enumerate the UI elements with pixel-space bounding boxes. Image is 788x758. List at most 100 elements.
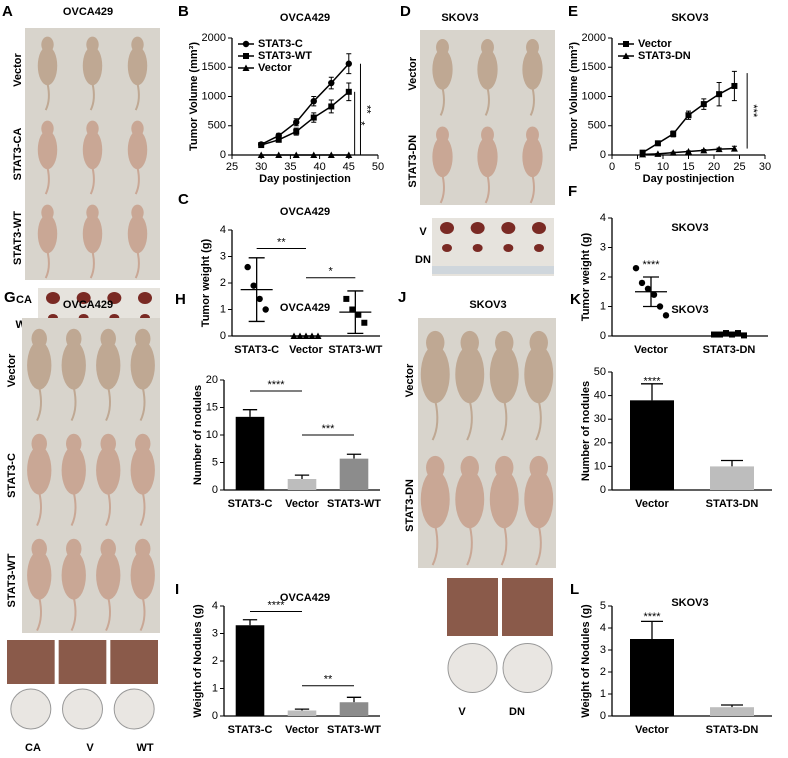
y-tick-label: 50 — [594, 366, 606, 378]
x-axis-label: Day postinjection — [643, 173, 735, 185]
mouse-body — [37, 130, 58, 170]
x-tick-label: STAT3-WT — [327, 724, 381, 736]
mouse-head — [526, 126, 539, 144]
panel-title: OVCA429 — [63, 6, 113, 18]
dish-photo — [10, 688, 52, 730]
x-tick-label: STAT3-WT — [328, 344, 382, 356]
mouse-tail — [139, 597, 146, 631]
mouse-head — [41, 36, 54, 53]
tumor — [532, 222, 546, 234]
significance-label: * — [329, 266, 334, 278]
panel-letter: C — [178, 191, 189, 208]
marker — [623, 41, 629, 47]
mouse-tail — [500, 525, 508, 566]
marker — [735, 330, 741, 337]
bar — [235, 625, 265, 716]
x-tick-label: 30 — [255, 161, 267, 173]
mouse-head — [436, 38, 449, 56]
tissue-label: DN — [509, 706, 525, 718]
marker — [345, 60, 352, 67]
y-axis-label: Tumor Volume (mm³) — [568, 42, 580, 151]
mouse-tail — [529, 87, 535, 116]
mouse-tail — [36, 492, 43, 526]
mouse-tail — [36, 597, 43, 631]
dish-photo — [502, 643, 553, 693]
mouse-body — [37, 214, 58, 254]
chart-title: SKOV3 — [671, 222, 708, 234]
error-bar — [346, 453, 362, 459]
mouse-head — [426, 455, 445, 480]
marker — [670, 130, 677, 137]
x-tick-label: 45 — [343, 161, 355, 173]
mouse-body — [130, 445, 155, 495]
significance-label: ** — [324, 674, 333, 686]
lung-photo — [502, 578, 553, 636]
significance-label: * — [355, 121, 367, 126]
mouse-head — [135, 433, 151, 454]
y-tick-label: 1500 — [202, 61, 226, 73]
marker — [243, 53, 249, 59]
row-label: STAT3-CA — [12, 128, 24, 181]
mouse-head — [481, 126, 494, 144]
tissue-label: V — [86, 742, 94, 753]
mouse-tail — [431, 400, 439, 441]
row-label: STAT3-DN — [407, 135, 419, 188]
y-tick-label: 0 — [600, 330, 606, 342]
x-tick-label: 5 — [634, 161, 640, 173]
y-axis-label: Tumor Volume (mm³) — [188, 42, 200, 151]
mouse-body — [489, 345, 519, 404]
sd-bar — [643, 276, 659, 308]
row-label: STAT3-C — [6, 453, 18, 498]
mouse-head — [131, 120, 144, 137]
marker — [250, 282, 257, 289]
y-axis-label: Weight of Nodules (g) — [580, 604, 592, 718]
significance-label: ** — [361, 105, 373, 114]
mouse-tail — [44, 83, 50, 111]
x-tick-label: 25 — [733, 161, 745, 173]
y-tick-label: 1 — [220, 303, 226, 315]
y-tick-label: 5 — [212, 456, 218, 468]
marker — [361, 319, 368, 326]
mouse-head — [31, 538, 47, 559]
x-tick-label: 15 — [682, 161, 694, 173]
tissue-label: CA — [25, 742, 41, 753]
marker — [327, 151, 335, 158]
marker — [716, 91, 723, 98]
bar — [287, 479, 317, 490]
mouse-tail — [89, 251, 95, 279]
mouse-head — [481, 38, 494, 56]
marker — [638, 279, 646, 287]
bar — [339, 702, 369, 716]
mouse-tail — [89, 83, 95, 111]
mouse-body — [61, 340, 86, 390]
marker — [700, 101, 707, 108]
marker — [275, 136, 282, 143]
mouse-head — [135, 328, 151, 349]
y-tick-label: 10 — [594, 460, 606, 472]
mouse-body — [61, 550, 86, 600]
chart-title: SKOV3 — [671, 597, 708, 609]
panel-letter: I — [175, 581, 179, 598]
row-label: STAT3-WT — [12, 211, 24, 265]
marker — [731, 82, 738, 89]
x-tick-label: Vector — [635, 724, 669, 736]
mouse-body — [455, 470, 485, 529]
y-tick-label: 2000 — [582, 32, 606, 44]
mouse-head — [131, 204, 144, 221]
mouse-head — [100, 328, 116, 349]
mouse-body — [130, 550, 155, 600]
y-tick-label: 2 — [600, 271, 606, 283]
tumor — [534, 244, 544, 252]
y-tick-label: 3 — [600, 644, 606, 656]
tumor — [472, 244, 483, 252]
chart-title: SKOV3 — [671, 12, 708, 24]
mouse-tail — [484, 175, 490, 204]
x-tick-label: 0 — [609, 161, 615, 173]
y-tick-label: 20 — [594, 437, 606, 449]
marker — [328, 103, 335, 110]
marker — [669, 149, 677, 156]
mouse-head — [86, 120, 99, 137]
mouse-head — [426, 330, 445, 355]
x-tick-label: 20 — [708, 161, 720, 173]
